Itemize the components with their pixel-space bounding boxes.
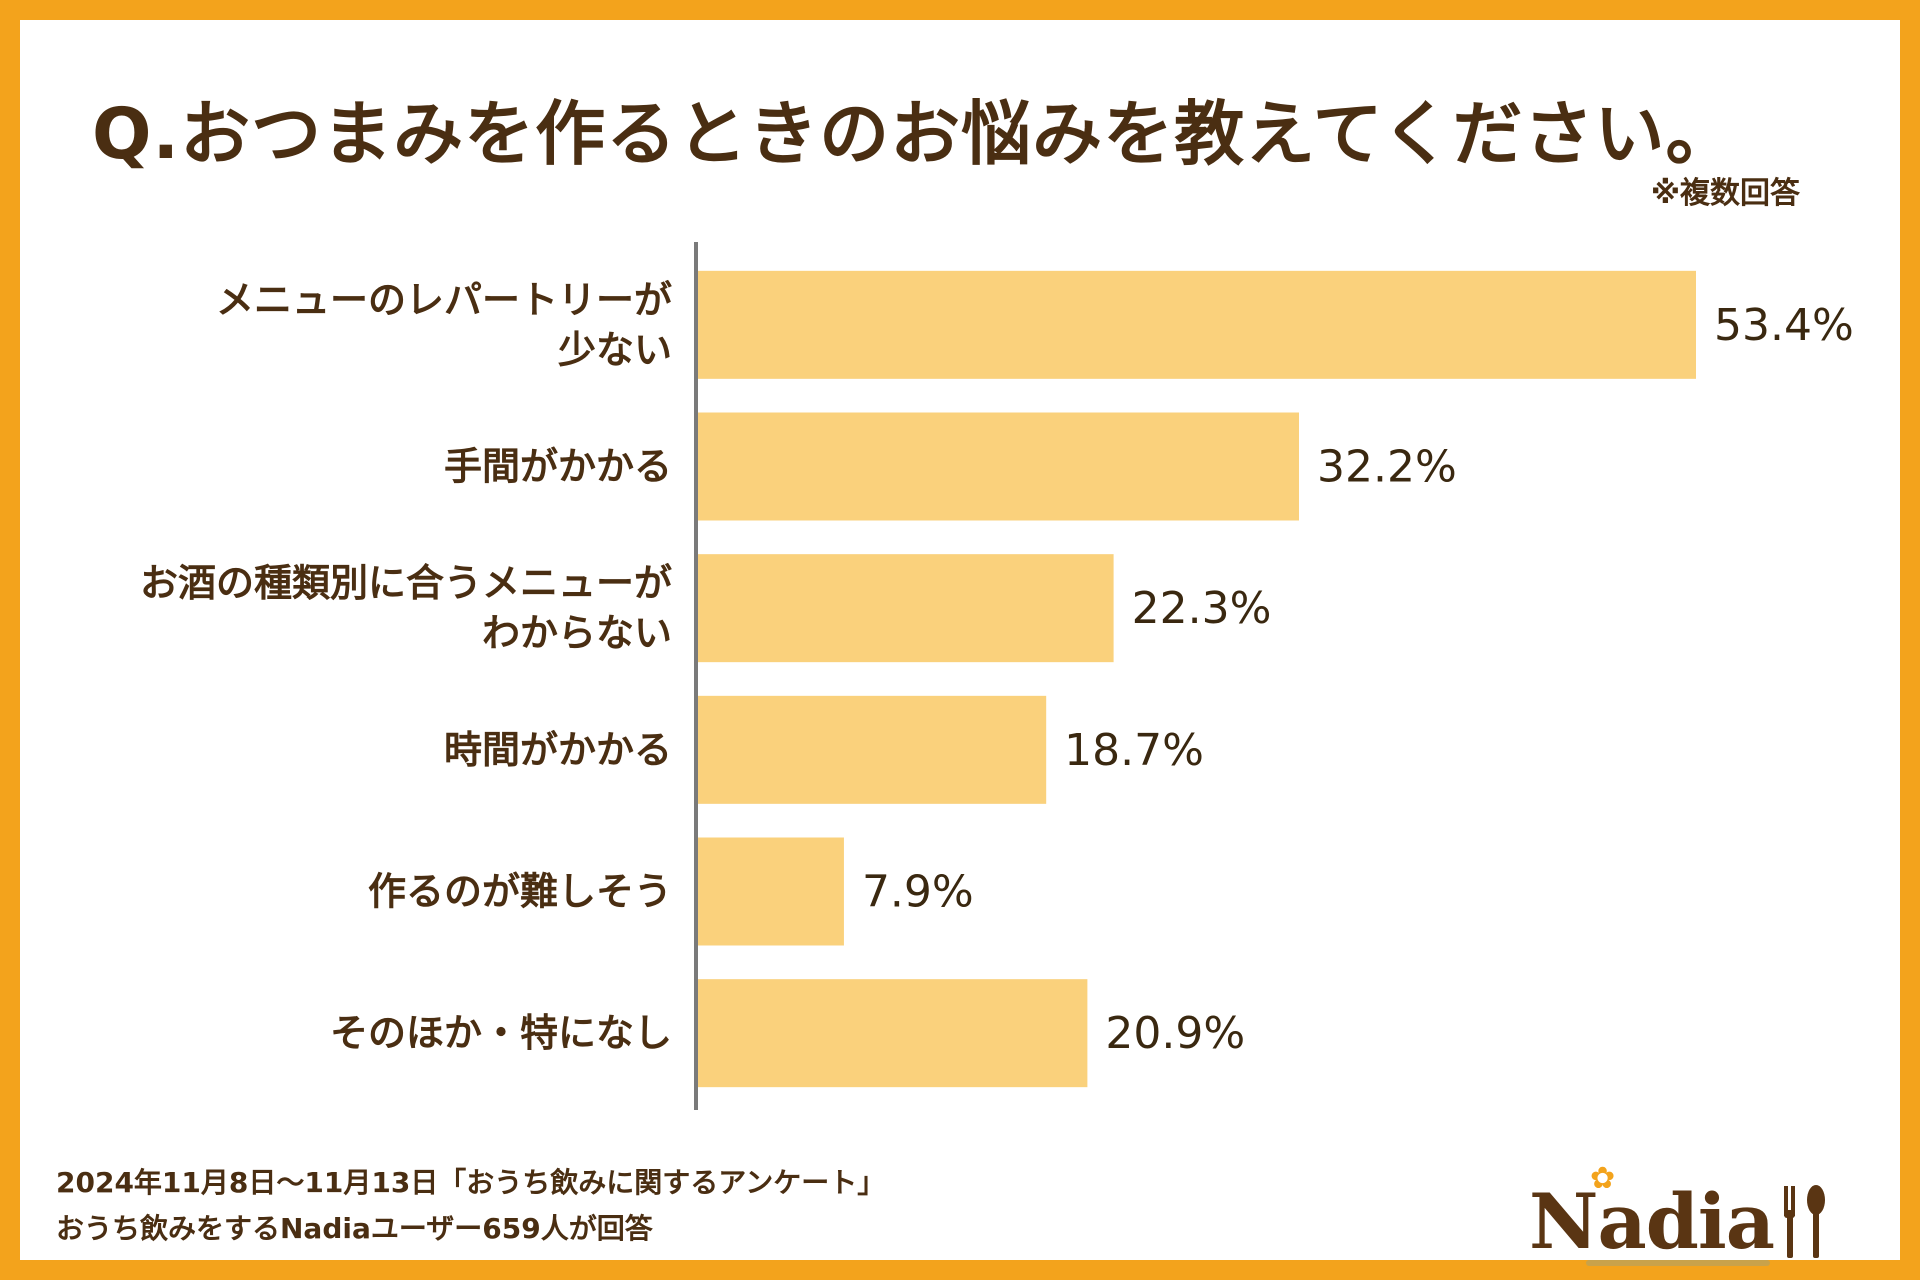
category-label: 時間がかかる <box>444 728 672 772</box>
logo-text: Nadia <box>1529 1177 1775 1266</box>
bar <box>696 695 1047 804</box>
chart-card: Q.おつまみを作るときのお悩みを教えてください。 ※複数回答 53.4% メニュー… <box>20 20 1900 1266</box>
nadia-logo: ✿ Nadia <box>1529 1164 1830 1266</box>
bar <box>696 979 1088 1088</box>
category-label: わからない <box>482 611 672 655</box>
survey-respondents: おうち飲みをするNadiaユーザー659人が回答 <box>56 1212 653 1245</box>
category-label: 手間がかかる <box>444 445 672 489</box>
chart-title: Q.おつまみを作るときのお悩みを教えてください。 <box>92 93 1737 175</box>
value-label: 22.3% <box>1132 583 1272 634</box>
category-label: メニューのレパートリーが <box>216 278 672 322</box>
flower-icon: ✿ <box>1590 1161 1616 1196</box>
category-label: お酒の種類別に合うメニューが <box>140 561 672 605</box>
value-label: 32.2% <box>1317 442 1457 493</box>
bar <box>696 837 844 946</box>
survey-footer: 2024年11月8日〜11月13日「おうち飲みに関するアンケート」 おうち飲みを… <box>56 1160 885 1252</box>
category-label: そのほか・特になし <box>330 1011 672 1055</box>
category-label: 作るのが難しそう <box>368 870 672 914</box>
logo-underline <box>1586 1260 1770 1266</box>
multiple-answer-note: ※複数回答 <box>1650 176 1800 211</box>
value-label: 7.9% <box>862 867 974 918</box>
bar <box>696 554 1114 663</box>
bar <box>696 270 1696 379</box>
bar <box>696 412 1299 521</box>
value-label: 20.9% <box>1105 1008 1245 1059</box>
category-label: 少ない <box>558 328 672 372</box>
value-label: 53.4% <box>1714 300 1854 351</box>
value-label: 18.7% <box>1064 725 1204 776</box>
survey-period: 2024年11月8日〜11月13日「おうち飲みに関するアンケート」 <box>56 1166 886 1199</box>
fork-spoon-icon <box>1784 1185 1825 1258</box>
